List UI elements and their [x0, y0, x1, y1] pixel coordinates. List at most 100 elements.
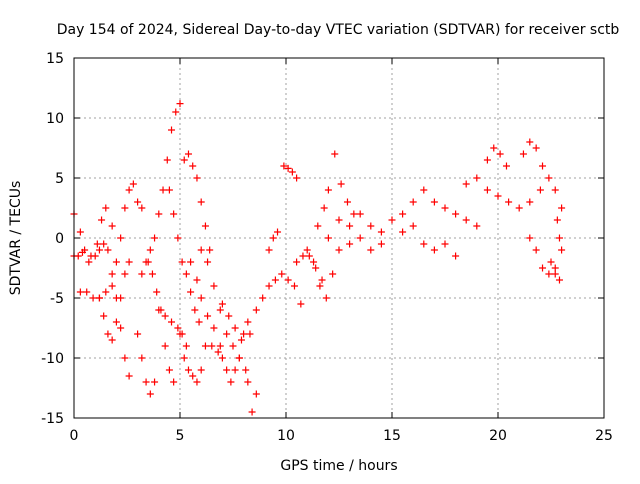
data-track-26 — [399, 186, 481, 230]
data-point — [193, 378, 201, 386]
data-point — [265, 282, 273, 290]
data-point — [280, 162, 288, 170]
data-point — [102, 288, 110, 296]
data-point — [409, 198, 417, 206]
data-point — [138, 270, 146, 278]
y-tick-label: -15 — [41, 411, 64, 427]
data-point — [210, 282, 218, 290]
data-track-18 — [246, 270, 305, 338]
data-track-17 — [218, 300, 260, 416]
y-axis-label: SDTVAR / TECUs — [8, 181, 24, 296]
data-point — [100, 312, 108, 320]
data-point — [399, 210, 407, 218]
data-point — [170, 210, 178, 218]
data-point — [545, 270, 553, 278]
data-point — [252, 306, 260, 314]
data-point — [189, 162, 197, 170]
data-point — [532, 144, 540, 152]
data-point — [161, 312, 169, 320]
data-point — [168, 126, 176, 134]
data-point — [216, 342, 224, 350]
data-point — [545, 174, 553, 182]
data-point — [172, 108, 180, 116]
data-point — [151, 234, 159, 242]
data-point — [377, 240, 385, 248]
data-track-4 — [95, 258, 133, 344]
plot-frame — [73, 57, 605, 419]
data-point — [98, 216, 106, 224]
data-point — [284, 276, 292, 284]
data-point — [204, 258, 212, 266]
data-point — [551, 186, 559, 194]
data-point — [244, 378, 252, 386]
data-point — [142, 378, 150, 386]
data-track-16 — [208, 318, 252, 386]
data-point — [182, 270, 190, 278]
data-point — [269, 234, 277, 242]
data-point — [356, 234, 364, 242]
data-point — [159, 186, 167, 194]
data-point — [95, 294, 103, 302]
data-point — [146, 390, 154, 398]
data-point — [248, 408, 256, 416]
data-point — [83, 288, 91, 296]
data-point — [125, 258, 133, 266]
data-point — [274, 228, 282, 236]
data-point — [551, 270, 559, 278]
data-point — [441, 204, 449, 212]
data-point — [85, 258, 93, 266]
data-point — [539, 162, 547, 170]
data-track-24 — [324, 210, 417, 242]
data-point — [288, 168, 296, 176]
data-point — [153, 288, 161, 296]
data-point — [346, 222, 354, 230]
data-point — [473, 222, 481, 230]
data-point — [108, 282, 116, 290]
data-point — [214, 348, 222, 356]
y-tick-label: 5 — [55, 171, 64, 187]
data-point — [346, 240, 354, 248]
data-point — [547, 258, 555, 266]
data-track-12 — [176, 330, 209, 386]
data-point — [409, 222, 417, 230]
y-tick-label: 15 — [46, 51, 64, 67]
data-point — [496, 150, 504, 158]
data-point — [163, 156, 171, 164]
data-track-14 — [187, 258, 224, 350]
data-point — [305, 252, 313, 260]
y-tick-label: 10 — [46, 111, 64, 127]
data-point — [112, 258, 120, 266]
data-track-13 — [180, 150, 214, 254]
data-point — [293, 258, 301, 266]
data-point — [399, 228, 407, 236]
data-point — [197, 246, 205, 254]
data-point — [430, 246, 438, 254]
data-point — [174, 324, 182, 332]
data-track-23 — [314, 150, 358, 230]
data-track-7 — [134, 330, 159, 398]
data-point — [367, 222, 375, 230]
data-point — [240, 330, 248, 338]
x-axis-label: GPS time / hours — [280, 458, 397, 474]
data-point — [231, 324, 239, 332]
data-point — [134, 330, 142, 338]
data-point — [558, 246, 566, 254]
data-point — [452, 252, 460, 260]
data-point — [356, 210, 364, 218]
y-tick-label: 0 — [55, 231, 64, 247]
data-track-5 — [104, 246, 133, 380]
data-point — [227, 378, 235, 386]
data-track-11 — [165, 186, 203, 326]
data-point — [551, 264, 559, 272]
grid-lines — [74, 58, 604, 418]
data-point — [555, 234, 563, 242]
data-point — [297, 300, 305, 308]
data-point — [553, 216, 561, 224]
data-point — [322, 294, 330, 302]
data-point — [155, 306, 163, 314]
data-point — [112, 294, 120, 302]
data-point — [320, 204, 328, 212]
data-point — [324, 186, 332, 194]
